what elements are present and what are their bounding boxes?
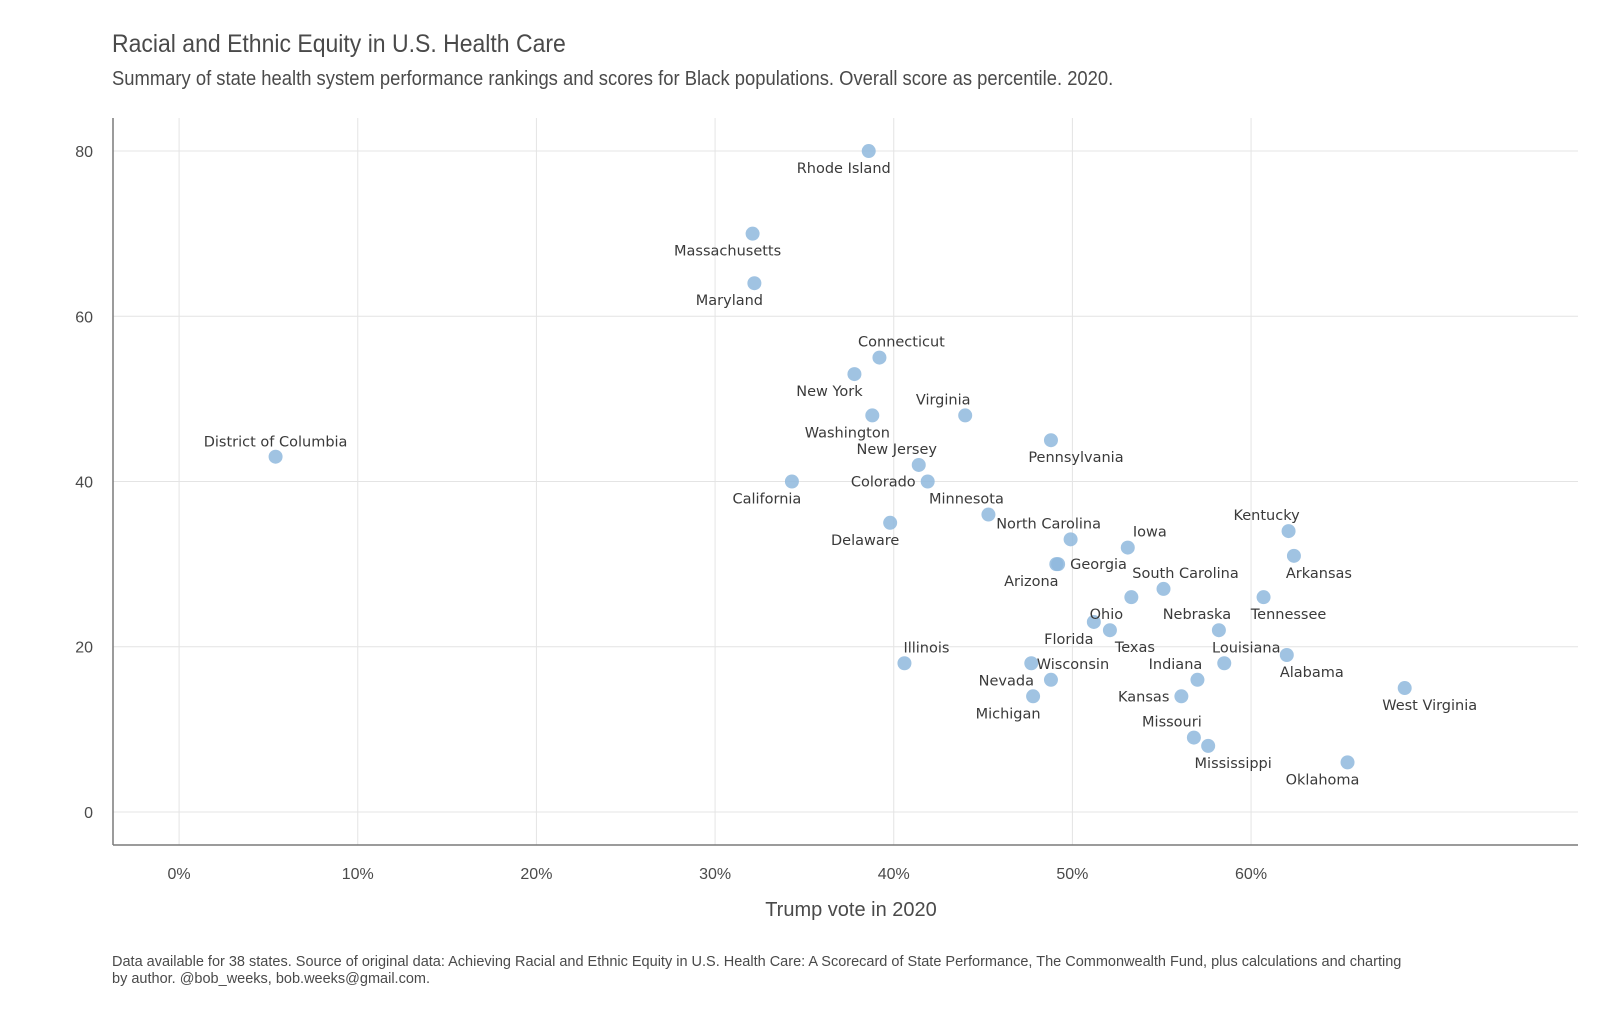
y-tick-label: 20 [75, 640, 93, 657]
data-point [1211, 623, 1226, 638]
data-point [1201, 738, 1216, 753]
data-point [1063, 532, 1078, 547]
x-tick-label: 60% [1235, 866, 1267, 883]
data-point [1024, 656, 1039, 671]
data-point [784, 474, 799, 489]
data-point [958, 408, 973, 423]
point-label: Iowa [1133, 525, 1167, 541]
data-point [1286, 548, 1301, 563]
point-label: Virginia [916, 392, 971, 408]
data-point [1086, 614, 1101, 629]
data-point [1102, 623, 1117, 638]
grid-lines [113, 118, 1578, 845]
point-label: Connecticut [858, 335, 945, 351]
source-caption: Data available for 38 states. Source of … [112, 954, 1402, 987]
point-label: Colorado [851, 475, 916, 491]
point-label: Illinois [903, 640, 949, 656]
point-label: Kansas [1118, 689, 1169, 705]
data-point [1174, 689, 1189, 704]
point-label: Missouri [1142, 715, 1202, 731]
point-label: Oklahoma [1286, 772, 1360, 788]
point-label: Minnesota [929, 492, 1004, 508]
data-point [1026, 689, 1041, 704]
point-label: Arizona [1004, 574, 1058, 590]
point-label: Nebraska [1163, 607, 1231, 623]
point-label: West Virginia [1382, 698, 1477, 714]
x-tick-label: 50% [1056, 866, 1088, 883]
point-label: Georgia [1070, 557, 1127, 573]
x-tick-label: 0% [168, 866, 191, 883]
point-label: Pennsylvania [1028, 450, 1123, 466]
data-point [883, 515, 898, 530]
chart-subtitle: Summary of state health system performan… [112, 68, 1114, 90]
data-point [1186, 730, 1201, 745]
point-label: Texas [1114, 640, 1155, 656]
y-tick-label: 80 [75, 144, 93, 161]
data-point [1217, 656, 1232, 671]
point-label: New Jersey [857, 442, 938, 458]
point-label: Washington [805, 425, 890, 441]
data-point [865, 408, 880, 423]
x-axis-title: Trump vote in 2020 [765, 899, 937, 921]
x-tick-label: 10% [342, 866, 374, 883]
data-point [920, 474, 935, 489]
data-point [1281, 524, 1296, 539]
data-point [1049, 557, 1064, 572]
data-point [861, 144, 876, 159]
point-label: Nevada [979, 673, 1034, 689]
data-point [897, 656, 912, 671]
chart-title: Racial and Ethnic Equity in U.S. Health … [112, 30, 566, 58]
point-label: Louisiana [1212, 640, 1280, 656]
data-point [1190, 672, 1205, 687]
y-tick-label: 40 [75, 475, 93, 492]
point-label: Massachusetts [674, 244, 781, 260]
data-point [1124, 590, 1139, 605]
point-label: Maryland [696, 293, 763, 309]
y-tick-label: 60 [75, 309, 93, 326]
data-point [1397, 681, 1412, 696]
point-label: North Carolina [996, 516, 1101, 532]
point-label: Michigan [976, 706, 1041, 722]
data-point [745, 226, 760, 241]
data-point [268, 449, 283, 464]
point-label: New York [796, 384, 863, 400]
point-label: Indiana [1149, 657, 1203, 673]
point-label: Alabama [1280, 665, 1344, 681]
data-point [847, 367, 862, 382]
point-label: District of Columbia [204, 435, 348, 451]
data-point [981, 507, 996, 522]
data-point [1043, 433, 1058, 448]
data-points [268, 144, 1412, 770]
point-label: Mississippi [1195, 756, 1272, 772]
x-tick-label: 30% [699, 866, 731, 883]
data-point [747, 276, 762, 291]
point-label: Arkansas [1286, 566, 1352, 582]
data-point [1043, 672, 1058, 687]
data-point [1340, 755, 1355, 770]
data-point [911, 457, 926, 472]
point-label: South Carolina [1132, 566, 1238, 582]
x-tick-label: 40% [878, 866, 910, 883]
data-point [1256, 590, 1271, 605]
point-label: Kentucky [1233, 508, 1300, 524]
axes: 0% 10% 20% 30% 40% 50% 60% 0 20 40 60 80 [75, 118, 1578, 883]
point-label: Tennessee [1250, 607, 1327, 623]
data-point [1120, 540, 1135, 555]
point-label: Wisconsin [1037, 657, 1109, 673]
y-tick-label: 0 [84, 805, 93, 822]
point-label: California [732, 492, 801, 508]
point-label: Ohio [1090, 607, 1124, 623]
data-point [1156, 581, 1171, 596]
point-label: Delaware [831, 533, 899, 549]
data-point [1279, 647, 1294, 662]
data-point [872, 350, 887, 365]
point-label: Rhode Island [797, 161, 891, 177]
x-tick-label: 20% [520, 866, 552, 883]
point-label: Florida [1044, 632, 1093, 648]
point-labels: District of Columbia Rhode Island Massachu… [204, 161, 1477, 788]
